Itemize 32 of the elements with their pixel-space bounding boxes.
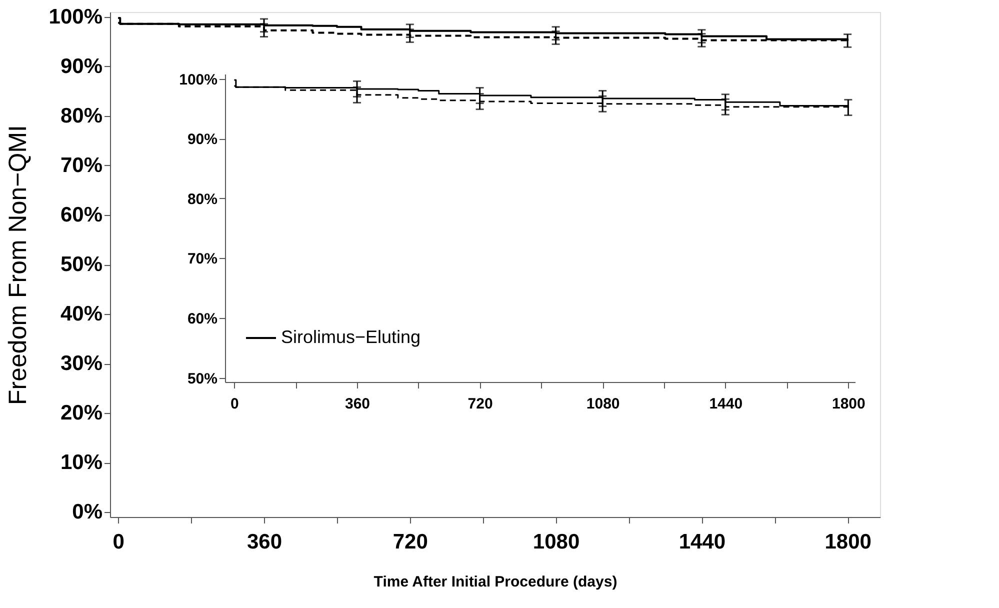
x-tick-label: 360 xyxy=(344,396,370,412)
x-tick-label: 1080 xyxy=(532,530,580,554)
y-axis-title: Freedom From Non−QMI xyxy=(4,125,32,405)
y-tick-label: 90% xyxy=(187,131,218,148)
y-tick-label: 60% xyxy=(187,310,218,328)
y-tick-label: 100% xyxy=(179,71,218,88)
y-tick-label: 70% xyxy=(60,154,103,177)
y-tick-label: 80% xyxy=(60,104,103,128)
y-tick-label: 0% xyxy=(72,500,103,524)
legend-label: Sirolimus−Eluting xyxy=(281,327,421,347)
y-tick-label: 20% xyxy=(60,402,103,425)
x-tick-label: 1080 xyxy=(586,396,620,412)
y-tick-label: 60% xyxy=(60,203,103,226)
x-tick-label: 0 xyxy=(230,396,239,412)
x-tick-label: 360 xyxy=(246,530,282,554)
x-tick-label: 720 xyxy=(468,396,493,412)
y-tick-label: 30% xyxy=(60,352,103,376)
x-tick-label: 1440 xyxy=(678,530,726,554)
y-tick-label: 40% xyxy=(60,302,103,326)
y-tick-label: 10% xyxy=(60,451,103,474)
y-tick-label: 80% xyxy=(187,190,218,208)
x-tick-label: 720 xyxy=(392,530,428,554)
y-tick-label: 90% xyxy=(60,54,103,78)
y-tick-label: 50% xyxy=(60,253,103,276)
y-tick-label: 100% xyxy=(48,5,103,28)
x-axis-title: Time After Initial Procedure (days) xyxy=(374,574,618,590)
x-tick-label: 0 xyxy=(112,530,124,554)
y-tick-label: 70% xyxy=(187,250,218,268)
x-tick-label: 1800 xyxy=(824,530,872,554)
x-tick-label: 1440 xyxy=(709,396,743,412)
y-tick-label: 50% xyxy=(187,370,218,388)
x-tick-label: 1800 xyxy=(832,396,866,412)
